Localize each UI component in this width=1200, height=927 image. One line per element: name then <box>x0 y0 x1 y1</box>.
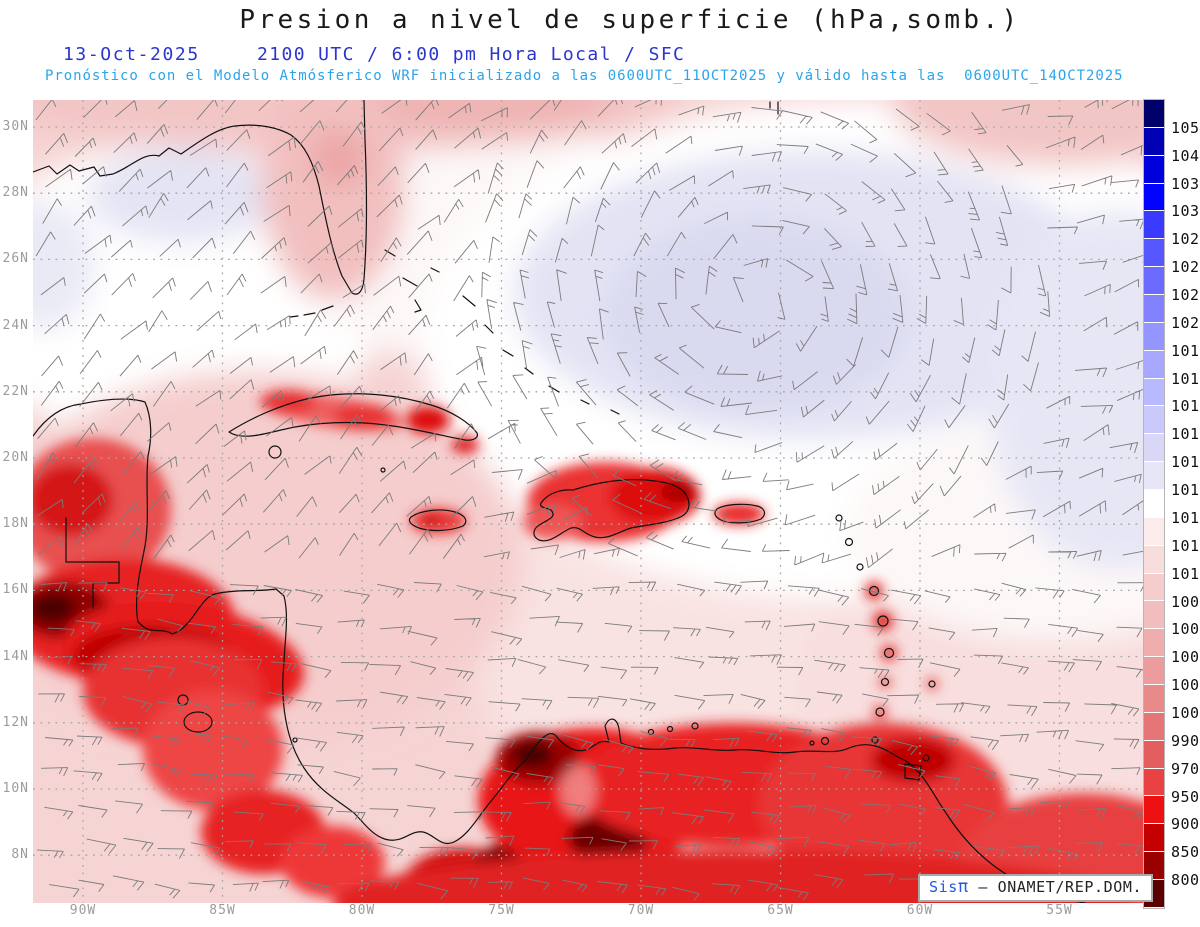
colorbar-tick-label: 1004 <box>1171 648 1200 667</box>
colorbar-segment <box>1144 100 1164 128</box>
colorbar-tick-label: 900 <box>1171 815 1200 834</box>
colorbar-tick-label: 1035 <box>1171 174 1200 193</box>
colorbar-tick-label: 1013 <box>1171 508 1200 527</box>
map-area <box>33 100 1143 903</box>
colorbar-tick-label: 1022 <box>1171 286 1200 305</box>
lat-tick-label: 18N <box>2 516 29 532</box>
colorbar-segment <box>1144 601 1164 630</box>
colorbar-swatches <box>1143 99 1165 909</box>
valid-time-text: 2100 UTC / 6:00 pm Hora Local / SFC <box>257 44 686 65</box>
colorbar-segment <box>1144 545 1164 574</box>
colorbar-tick-label: 850 <box>1171 843 1200 862</box>
colorbar-segment <box>1144 378 1164 407</box>
colorbar-tick-label: 1028 <box>1171 230 1200 249</box>
lat-tick-label: 16N <box>2 582 29 598</box>
lon-tick-label: 60W <box>906 903 934 918</box>
colorbar-tick-label: 1002 <box>1171 676 1200 695</box>
colorbar-segment <box>1144 517 1164 546</box>
colorbar-segment <box>1144 322 1164 351</box>
pressure-shading-layer <box>33 100 1143 903</box>
colorbar-tick-label: 1016 <box>1171 425 1200 444</box>
colorbar-tick-label: 1015 <box>1171 453 1200 472</box>
colorbar-tick-label: 1020 <box>1171 313 1200 332</box>
colorbar-tick-label: 1006 <box>1171 620 1200 639</box>
colorbar-segment <box>1144 155 1164 184</box>
colorbar-tick-label: 1012 <box>1171 536 1200 555</box>
watermark-badge: Sisπ – ONAMET/REP.DOM. <box>918 874 1154 902</box>
colorbar-segment <box>1144 824 1164 853</box>
lon-tick-label: 70W <box>627 903 655 918</box>
coastline-layer <box>33 100 1086 903</box>
colorbar-tick-label: 1030 <box>1171 202 1200 221</box>
colorbar-segment <box>1144 629 1164 658</box>
lat-tick-label: 20N <box>2 450 29 465</box>
colorbar-segment <box>1144 768 1164 797</box>
colorbar-tick-label: 950 <box>1171 787 1200 806</box>
lat-tick-label: 8N <box>11 847 29 863</box>
lat-tick-label: 26N <box>2 251 29 267</box>
page-title: Presion a nivel de superficie (hPa,somb.… <box>239 5 1021 35</box>
lat-tick-label: 10N <box>2 781 29 796</box>
lon-tick-label: 55W <box>1046 903 1073 918</box>
colorbar-segment <box>1144 267 1164 296</box>
colorbar-tick-label: 1018 <box>1171 369 1200 388</box>
wind-barbs-layer <box>35 100 1143 901</box>
colorbar-tick-label: 1019 <box>1171 341 1200 360</box>
colorbar-tick-label: 1010 <box>1171 564 1200 583</box>
colorbar-segment <box>1144 490 1164 518</box>
pressure-colorbar: 1050 1040 1035 1030 1028 1025 1022 1020 1019 1018… <box>1143 99 1200 912</box>
weather-map <box>33 100 1143 903</box>
colorbar-tick-label: 1040 <box>1171 146 1200 165</box>
colorbar-segment <box>1144 712 1164 741</box>
colorbar-segment <box>1144 573 1164 602</box>
watermark-pi-symbol: π <box>957 877 969 897</box>
colorbar-segment <box>1144 685 1164 713</box>
colorbar-segment <box>1144 657 1164 686</box>
colorbar-segment <box>1144 239 1164 268</box>
lat-tick-label: 28N <box>2 185 29 201</box>
colorbar-segment <box>1144 350 1164 379</box>
lon-tick-label: 75W <box>488 903 515 918</box>
colorbar-tick-label: 970 <box>1171 759 1200 778</box>
lat-tick-label: 30N <box>2 119 29 134</box>
colorbar-tick-label: 1000 <box>1171 703 1200 722</box>
colorbar-segment <box>1144 852 1164 881</box>
colorbar-segment <box>1144 406 1164 435</box>
colorbar-tick-label: 1050 <box>1171 118 1200 137</box>
colorbar-segment <box>1144 462 1164 491</box>
watermark-org-text: – ONAMET/REP.DOM. <box>968 878 1143 896</box>
colorbar-segment <box>1144 127 1164 156</box>
colorbar-tick-label: 800 <box>1171 871 1200 890</box>
colorbar-segment <box>1144 796 1164 825</box>
graticule-layer <box>33 100 1143 903</box>
valid-date-text: 13-Oct-2025 <box>63 44 200 65</box>
lat-tick-label: 24N <box>2 317 29 333</box>
lon-tick-label: 65W <box>767 903 794 918</box>
lat-tick-label: 12N <box>2 714 29 730</box>
colorbar-segment <box>1144 211 1164 240</box>
watermark-sis-text: Sis <box>929 878 958 896</box>
lon-tick-label: 80W <box>348 903 376 918</box>
lon-tick-label: 90W <box>69 903 97 918</box>
lat-tick-label: 22N <box>2 383 29 399</box>
model-init-text: Pronóstico con el Modelo Atmósferico WRF… <box>45 68 1124 84</box>
colorbar-tick-label: 1008 <box>1171 592 1200 611</box>
colorbar-segment <box>1144 183 1164 212</box>
lon-tick-label: 85W <box>209 903 236 918</box>
colorbar-segment <box>1144 434 1164 463</box>
lat-tick-label: 14N <box>2 648 29 664</box>
colorbar-segment <box>1144 740 1164 769</box>
colorbar-segment <box>1144 295 1164 323</box>
colorbar-tick-label: 1017 <box>1171 397 1200 416</box>
colorbar-tick-label: 1025 <box>1171 258 1200 277</box>
colorbar-tick-label: 990 <box>1171 731 1200 750</box>
colorbar-tick-label: 1014 <box>1171 481 1200 500</box>
